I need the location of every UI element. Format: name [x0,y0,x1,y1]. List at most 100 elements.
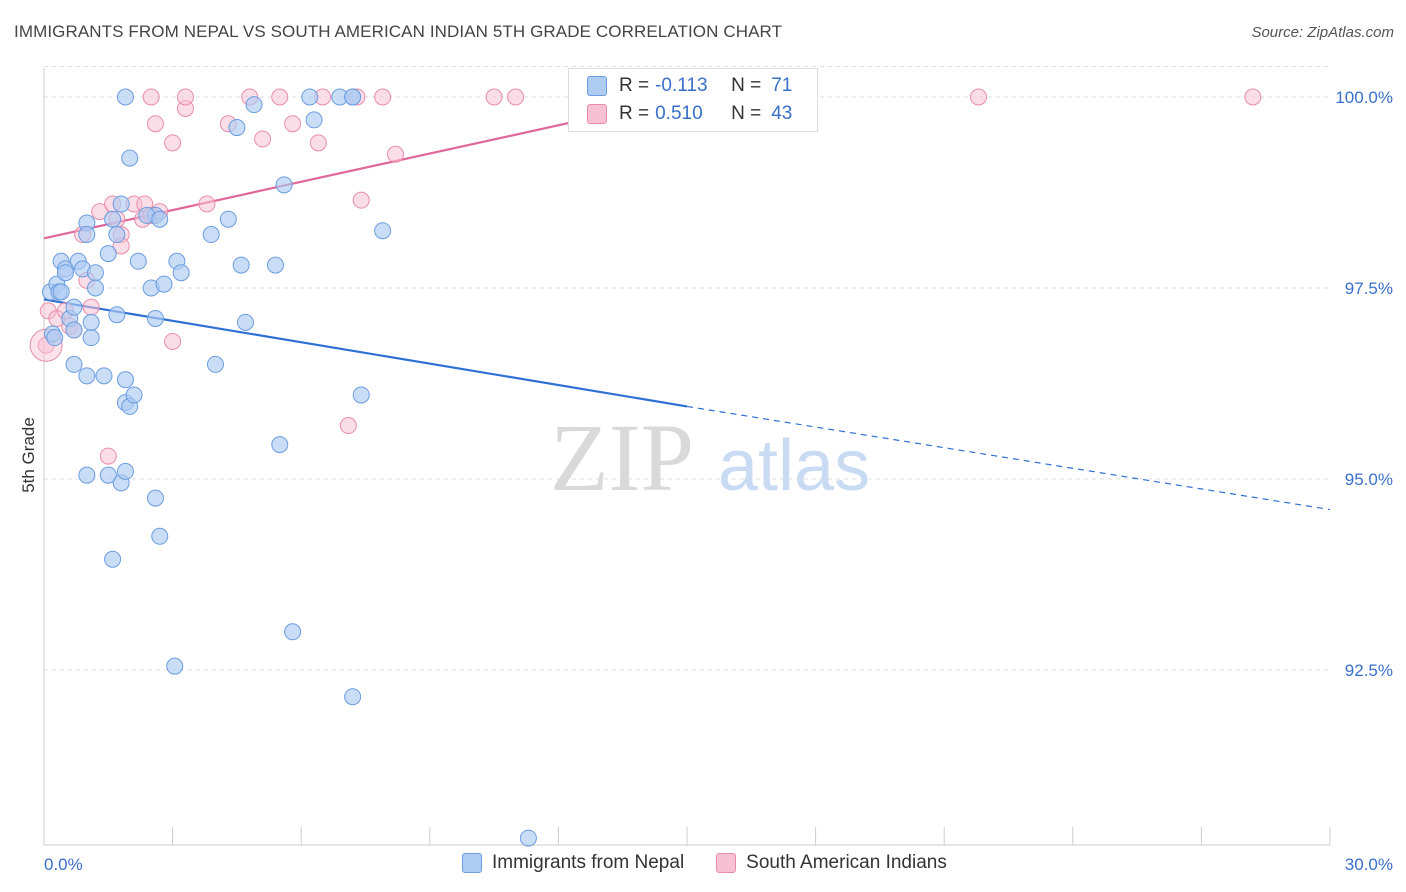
data-point-sai [374,88,392,106]
data-point-nepal [374,222,392,240]
series-legend: Immigrants from Nepal South American Ind… [462,852,979,874]
data-point-nepal [65,298,83,316]
data-point-nepal [46,329,64,347]
chart-title: IMMIGRANTS FROM NEPAL VS SOUTH AMERICAN … [14,22,783,41]
data-point-nepal [172,264,190,282]
data-point-nepal [344,88,362,106]
data-point-nepal [305,111,323,129]
data-point-nepal [52,283,70,301]
y-tick-label: 100.0% [1335,88,1393,107]
data-point-nepal [78,367,96,385]
y-tick-label: 97.5% [1345,279,1393,298]
data-point-sai [82,298,100,316]
n-label: N = [731,75,762,96]
data-point-nepal [206,355,224,373]
data-point-nepal [129,252,147,270]
y-tick-label: 95.0% [1345,470,1393,489]
data-point-sai [176,88,194,106]
legend-item-nepal: Immigrants from Nepal [462,852,684,874]
n-label: N = [731,103,762,124]
data-point-nepal [108,226,126,244]
data-point-nepal [519,829,537,847]
legend-row-sai: R = 0.510 N = 43 [587,101,792,127]
data-point-nepal [151,210,169,228]
data-point-nepal [146,489,164,507]
r-value-nepal: -0.113 [655,75,708,96]
data-point-nepal [266,256,284,274]
data-point-sai [352,191,370,209]
data-point-sai [339,417,357,435]
data-point-nepal [236,313,254,331]
data-point-nepal [65,321,83,339]
data-point-sai [387,145,405,163]
data-point-nepal [245,96,263,114]
data-point-nepal [344,688,362,706]
data-point-nepal [275,176,293,194]
data-point-nepal [104,550,122,568]
data-point-nepal [86,279,104,297]
data-point-nepal [352,386,370,404]
legend-label-nepal: Immigrants from Nepal [492,852,685,873]
n-value-sai: 43 [771,103,793,124]
data-point-nepal [65,355,83,373]
data-point-sai [164,134,182,152]
legend-swatch-sai [716,853,737,873]
watermark-atlas: atlas [718,426,870,506]
data-point-nepal [146,310,164,328]
series-immigrants-from-nepal [41,88,537,847]
data-point-sai [164,332,182,350]
data-point-sai [146,115,164,133]
data-point-sai [254,130,272,148]
data-point-nepal [108,306,126,324]
data-point-sai [969,88,987,106]
watermark: ZIP atlas [550,404,870,511]
data-point-sai [284,115,302,133]
x-tick-label: 0.0% [44,855,83,874]
legend-swatch-nepal [462,853,482,873]
data-point-sai [91,203,109,221]
data-point-nepal [121,149,139,167]
source-label: Source: ZipAtlas.com [1251,24,1394,41]
r-label: R = [619,75,650,96]
legend-swatch-sai [587,104,607,124]
stats-legend: R = -0.113 N = 71 R = 0.510 N = 43 [568,68,818,132]
watermark-zip: ZIP [550,404,694,511]
data-point-nepal [284,623,302,641]
trend-line-nepal-extension [686,405,1331,511]
data-point-nepal [271,436,289,454]
legend-swatch-nepal [587,76,607,96]
data-point-sai [1244,88,1262,106]
n-value-nepal: 71 [771,75,793,96]
series-south-american-indians [29,88,1262,465]
data-point-sai [507,88,525,106]
legend-item-sai: South American Indians [716,852,947,874]
x-tick-label: 30.0% [1345,855,1393,874]
data-point-nepal [232,256,250,274]
grid-layer [44,65,1330,671]
data-point-nepal [125,386,143,404]
y-axis-label: 5th Grade [19,417,38,493]
data-point-nepal [155,275,173,293]
data-point-nepal [151,527,169,545]
data-point-sai [485,88,503,106]
data-point-sai [271,88,289,106]
legend-row-nepal: R = -0.113 N = 71 [587,73,792,99]
data-point-sai [99,447,117,465]
tick-labels: 100.0% 97.5% 95.0% 92.5% 0.0% 30.0% [44,88,1393,874]
data-point-nepal [116,371,134,389]
data-point-nepal [82,313,100,331]
data-point-nepal [228,119,246,137]
data-point-nepal [219,210,237,228]
data-point-nepal [86,264,104,282]
data-point-nepal [56,264,74,282]
data-point-nepal [112,195,130,213]
data-point-nepal [202,226,220,244]
data-point-nepal [78,226,96,244]
data-point-sai [142,88,160,106]
axes-layer [43,68,1331,846]
data-point-nepal [78,466,96,484]
data-point-sai [198,195,216,213]
r-label: R = [619,103,650,124]
data-point-nepal [301,88,319,106]
